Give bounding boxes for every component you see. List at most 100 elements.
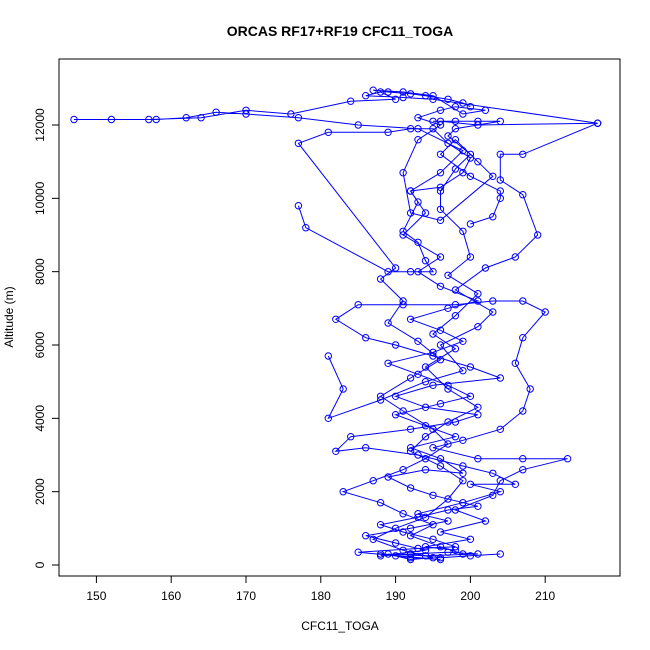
data-point [474, 502, 482, 510]
data-point [369, 86, 377, 94]
data-point [489, 213, 497, 221]
data-point [489, 469, 497, 477]
data-point [369, 535, 377, 543]
data-point [414, 136, 422, 144]
series-line [327, 122, 598, 420]
x-tick-label: 150 [86, 589, 106, 603]
data-point [451, 125, 460, 133]
data-point [421, 546, 430, 554]
chart-title: ORCAS RF17+RF19 CFC11_TOGA [227, 23, 454, 39]
data-point [459, 436, 467, 444]
data-point [429, 554, 437, 562]
data-point [451, 312, 460, 320]
data-point [376, 88, 385, 96]
data-point [391, 411, 400, 419]
data-point [399, 297, 407, 305]
data-point [466, 172, 475, 181]
data-point [391, 264, 400, 272]
data-point [362, 92, 370, 100]
data-point [496, 117, 504, 126]
data-point [339, 488, 347, 496]
y-axis: 0 2000 4000 6000 8000 10000 12000 [33, 108, 60, 568]
y-tick-label: 6000 [33, 331, 47, 358]
data-point [399, 88, 407, 96]
series-layer [70, 86, 602, 564]
series-1 [70, 88, 602, 564]
data-point [541, 308, 549, 316]
data-point [436, 106, 445, 115]
data-point [519, 150, 527, 159]
data-point [481, 517, 490, 525]
data-point [474, 323, 482, 331]
data-point [145, 115, 153, 124]
data-point [451, 345, 460, 353]
data-point [384, 359, 392, 367]
data-point [519, 407, 527, 415]
data-point [474, 158, 482, 166]
data-point [294, 114, 303, 122]
data-point [406, 125, 415, 133]
data-point [496, 477, 504, 485]
data-point [436, 528, 445, 536]
data-point [384, 128, 392, 137]
data-point [414, 198, 422, 206]
data-point [496, 187, 504, 195]
data-point [414, 370, 422, 378]
data-point [391, 539, 400, 547]
data-point [451, 117, 460, 126]
data-point [421, 513, 430, 521]
data-point [436, 253, 445, 261]
data-point [399, 546, 407, 554]
data-point [406, 209, 415, 217]
data-point [391, 341, 400, 349]
data-point [391, 552, 400, 560]
data-point [489, 308, 497, 316]
data-point [444, 95, 452, 104]
data-point [391, 392, 400, 400]
x-tick-label: 180 [311, 589, 331, 603]
data-point [384, 319, 392, 327]
data-point [511, 480, 519, 488]
data-point [384, 268, 392, 276]
data-point [444, 440, 452, 448]
data-point [436, 455, 445, 463]
data-point [399, 227, 407, 236]
data-point [354, 548, 362, 556]
data-point [354, 121, 362, 129]
data-point [354, 301, 362, 309]
data-point [466, 363, 475, 371]
data-point [436, 150, 445, 159]
data-point [429, 521, 437, 529]
data-point [421, 422, 430, 430]
data-point [489, 491, 497, 499]
series-5 [369, 117, 504, 564]
series-3 [324, 119, 602, 422]
data-point [459, 99, 467, 107]
data-point [414, 510, 422, 518]
data-point [406, 187, 415, 195]
data-point [466, 103, 475, 111]
data-point [519, 297, 527, 305]
data-point [459, 367, 467, 375]
plot-frame [58, 58, 621, 577]
data-point [496, 488, 504, 496]
data-point [406, 315, 415, 323]
data-point [324, 352, 332, 360]
y-tick-label: 12000 [33, 108, 47, 142]
data-point [339, 385, 347, 393]
data-point [429, 444, 437, 452]
data-point [436, 341, 445, 349]
data-point [451, 506, 460, 514]
data-point [451, 103, 460, 111]
data-point [444, 271, 452, 279]
data-point [474, 455, 482, 463]
data-point [429, 125, 437, 133]
data-point [399, 510, 407, 518]
data-point [451, 301, 460, 309]
data-point [436, 400, 445, 408]
data-point [459, 462, 467, 470]
data-point [451, 433, 460, 441]
data-point [519, 455, 527, 463]
data-point [287, 110, 295, 118]
data-point [444, 495, 452, 503]
